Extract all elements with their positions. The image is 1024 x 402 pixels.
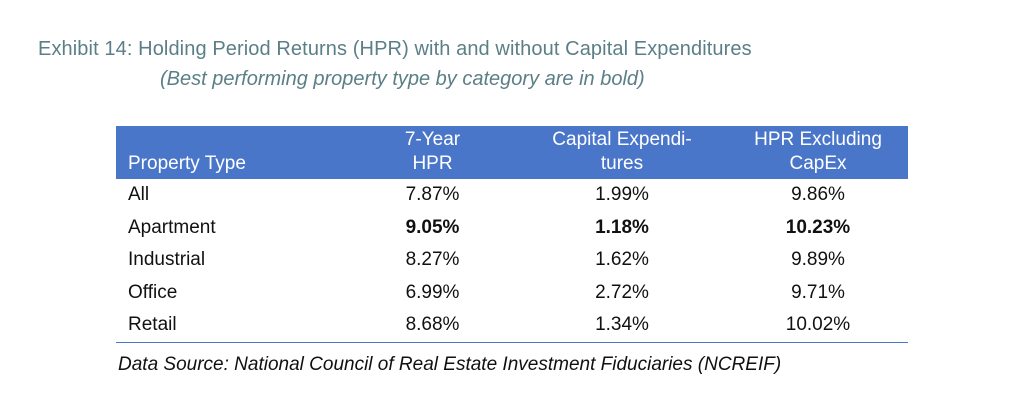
table-row-apartment: Apartment 9.05% 1.18% 10.23% — [116, 212, 908, 245]
header-7-year-hpr-line2: HPR — [412, 153, 453, 174]
cell-property-type: All — [128, 184, 150, 206]
cell-hpr-excl-capex: 9.86% — [791, 184, 845, 206]
data-source-note: Data Source: National Council of Real Es… — [118, 354, 782, 375]
cell-hpr: 8.27% — [405, 249, 460, 271]
cell-capex: 1.34% — [516, 309, 728, 343]
cell-property-type: Retail — [116, 309, 349, 343]
cell-hpr-excl-capex: 9.89% — [791, 249, 845, 271]
cell-property-type: Apartment — [128, 216, 216, 238]
cell-capex: 1.18% — [595, 216, 649, 238]
header-excl-line2: CapEx — [789, 153, 847, 174]
table-body: All 7.87% 1.99% 9.86% Apartment 9.05% 1.… — [116, 179, 908, 343]
header-property-type: Property Type — [128, 153, 246, 174]
header-capital-expenditures: Capital Expendi- tures — [516, 126, 728, 179]
table-row-office: Office 6.99% 2.72% 9.71% — [116, 277, 908, 310]
header-capex-line1: Capital Expendi- — [552, 129, 692, 150]
cell-hpr: 7.87% — [405, 184, 460, 206]
cell-capex: 1.99% — [595, 184, 649, 206]
cell-capex: 1.62% — [595, 249, 649, 271]
header-7-year-hpr-line1: 7-Year — [404, 129, 461, 150]
cell-property-type: Industrial — [128, 249, 206, 271]
table-row-all: All 7.87% 1.99% 9.86% — [116, 179, 908, 212]
header-hpr-excluding-capex: HPR Excluding CapEx — [728, 126, 908, 179]
header-capex-line2: tures — [600, 153, 644, 174]
hpr-table-container: Property Type 7-Year HPR Capital Expendi… — [116, 126, 908, 343]
cell-hpr-excl-capex: 10.23% — [785, 216, 851, 238]
cell-capex: 2.72% — [595, 281, 649, 303]
cell-hpr: 8.68% — [349, 309, 516, 343]
cell-property-type: Office — [128, 281, 178, 303]
header-7-year-hpr: 7-Year HPR — [349, 126, 516, 179]
table-header-row: Property Type 7-Year HPR Capital Expendi… — [116, 126, 908, 179]
exhibit-title: Exhibit 14: Holding Period Returns (HPR)… — [38, 38, 752, 60]
hpr-table: Property Type 7-Year HPR Capital Expendi… — [116, 126, 908, 343]
table-header: Property Type 7-Year HPR Capital Expendi… — [116, 126, 908, 179]
exhibit-subtitle: (Best performing property type by catego… — [160, 68, 645, 90]
table-row-retail: Retail 8.68% 1.34% 10.02% — [116, 309, 908, 343]
table-row-industrial: Industrial 8.27% 1.62% 9.89% — [116, 244, 908, 277]
header-excl-line1: HPR Excluding — [754, 129, 882, 150]
cell-hpr-excl-capex: 10.02% — [728, 309, 908, 343]
cell-hpr-excl-capex: 9.71% — [791, 281, 845, 303]
cell-hpr: 6.99% — [405, 281, 460, 303]
cell-hpr: 9.05% — [405, 216, 460, 238]
